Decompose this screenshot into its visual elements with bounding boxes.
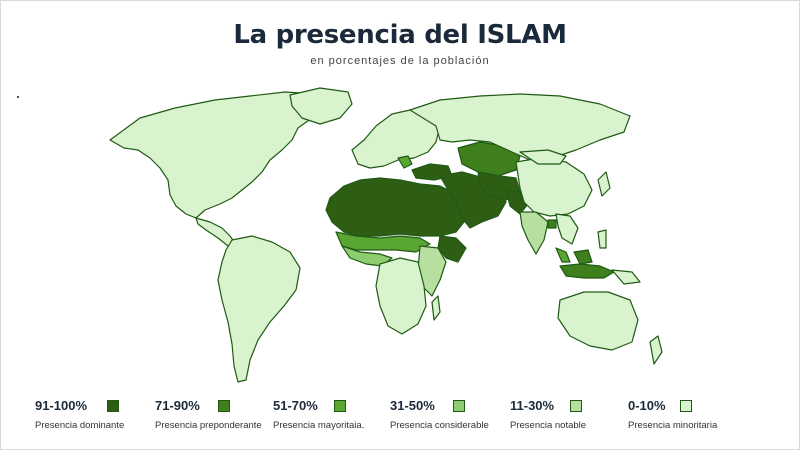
legend-swatch (107, 400, 119, 412)
region-new-zealand (649, 335, 663, 365)
region-new-guinea (611, 269, 641, 285)
legend-label: Presencia considerable (390, 420, 489, 431)
legend-swatch (453, 400, 465, 412)
region-china (515, 157, 593, 217)
legend-swatch (218, 400, 230, 412)
map-subtitle: en porcentajes de la población (310, 55, 490, 67)
legend-label: Presencia minoritaria (628, 420, 718, 431)
legend-label: Presencia mayoritaia. (273, 420, 365, 431)
region-madagascar (431, 295, 441, 321)
region-russia (409, 93, 631, 161)
region-central-south-africa (375, 257, 427, 335)
region-mongolia (519, 149, 567, 165)
region-central-asia (457, 141, 521, 177)
region-malaysia (555, 247, 571, 263)
legend-label: Presencia preponderante (155, 420, 262, 431)
legend-range: 0-10% (628, 398, 666, 413)
stray-dot (17, 96, 19, 98)
legend-range: 31-50% (390, 398, 435, 413)
region-philippines (597, 229, 607, 249)
legend: 91-100% Presencia dominante 71-90% Prese… (0, 398, 800, 438)
region-australia (557, 291, 639, 351)
region-bangladesh (547, 219, 557, 229)
legend-range: 91-100% (35, 398, 88, 413)
region-north-africa (325, 177, 465, 237)
legend-range: 51-70% (273, 398, 318, 413)
region-borneo (573, 249, 593, 265)
region-europe (351, 109, 441, 169)
region-north-america (109, 91, 341, 219)
legend-range: 11-30% (510, 398, 555, 413)
legend-label: Presencia dominante (35, 420, 125, 431)
region-turkey (411, 163, 453, 181)
map-title: La presencia del ISLAM (233, 20, 567, 50)
region-se-asia (555, 213, 579, 245)
region-japan (597, 171, 611, 197)
legend-label: Presencia notable (510, 420, 587, 431)
region-central-america (195, 217, 237, 247)
legend-swatch (570, 400, 582, 412)
legend-range: 71-90% (155, 398, 200, 413)
region-greenland (289, 87, 353, 125)
region-south-america (217, 235, 301, 383)
world-map (109, 87, 663, 383)
region-balkans-islam (397, 155, 413, 169)
legend-swatch (334, 400, 346, 412)
legend-swatch (680, 400, 692, 412)
region-indonesia (559, 263, 615, 279)
region-india (519, 211, 549, 255)
